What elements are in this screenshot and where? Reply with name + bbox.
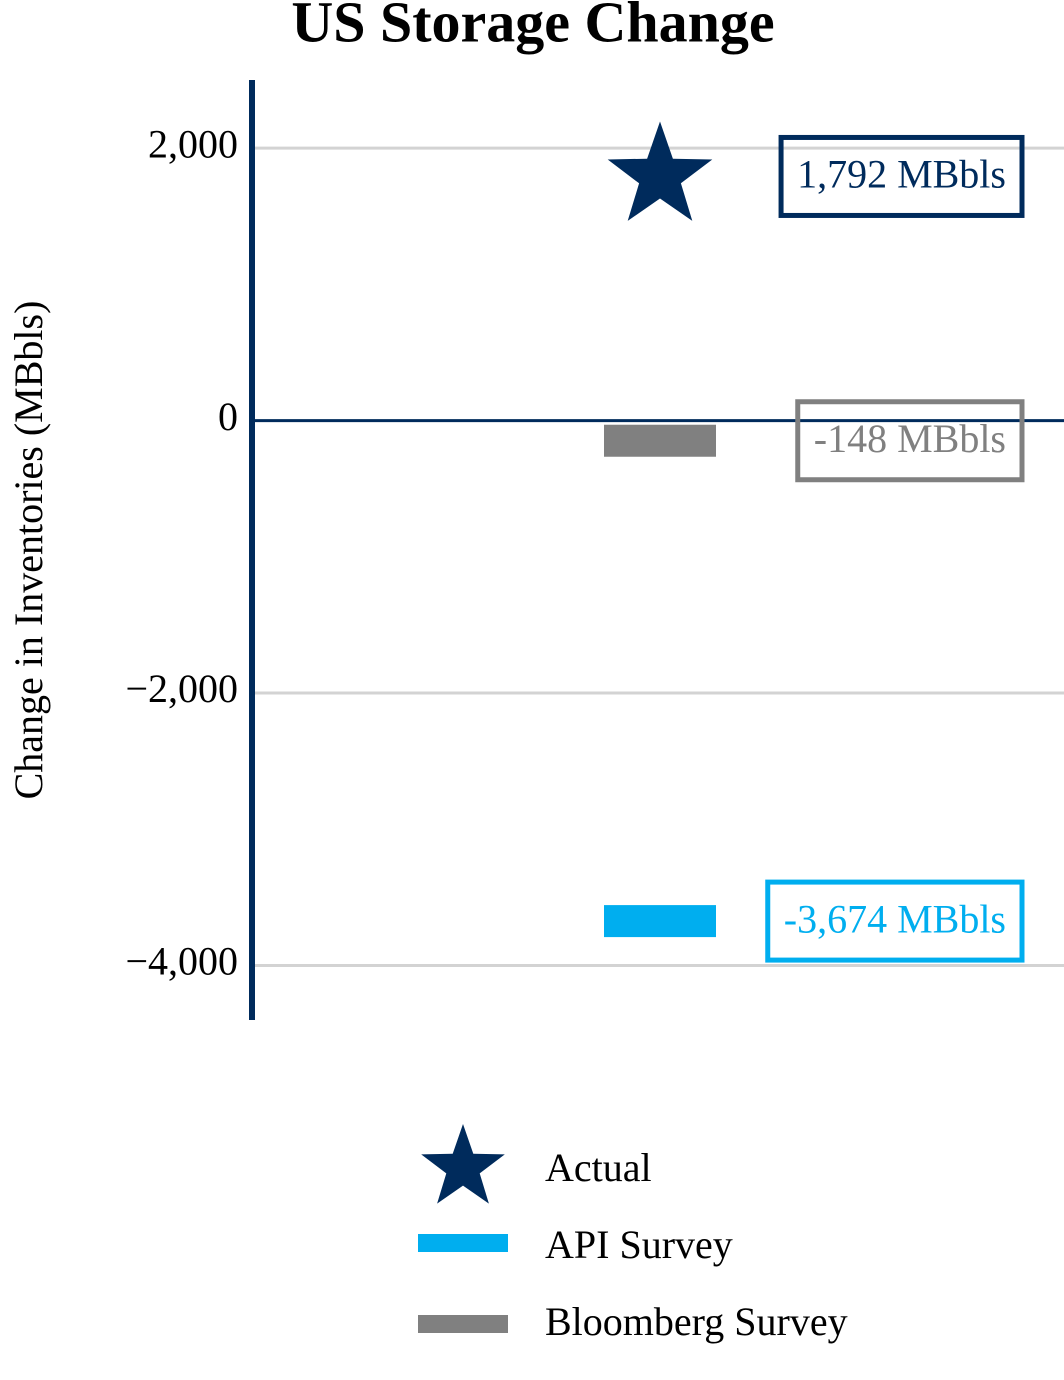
y-tick-label: −4,000 (125, 939, 238, 984)
bar-marker (604, 424, 716, 457)
y-tick-label: −2,000 (125, 666, 238, 711)
value-label: -3,674 MBbls (784, 896, 1006, 941)
value-label-box (778, 134, 1025, 218)
legend-label: Actual (545, 1145, 652, 1190)
star-marker (607, 121, 713, 221)
y-tick-label: 0 (218, 394, 238, 439)
legend-label: API Survey (545, 1222, 733, 1267)
chart-title: US Storage Change (291, 0, 774, 54)
legend-swatch (418, 1315, 508, 1333)
y-tick-label: 2,000 (148, 121, 238, 166)
legend-label: Bloomberg Survey (545, 1299, 848, 1344)
value-label: 1,792 MBbls (797, 152, 1006, 197)
value-label-box (765, 879, 1025, 963)
value-label-box (795, 399, 1025, 483)
legend-swatch (421, 1124, 505, 1204)
bar-marker (604, 905, 716, 938)
y-axis-title: Change in Inventories (MBbls) (6, 301, 51, 800)
legend-swatch (418, 1234, 508, 1252)
value-label: -148 MBbls (814, 416, 1006, 461)
